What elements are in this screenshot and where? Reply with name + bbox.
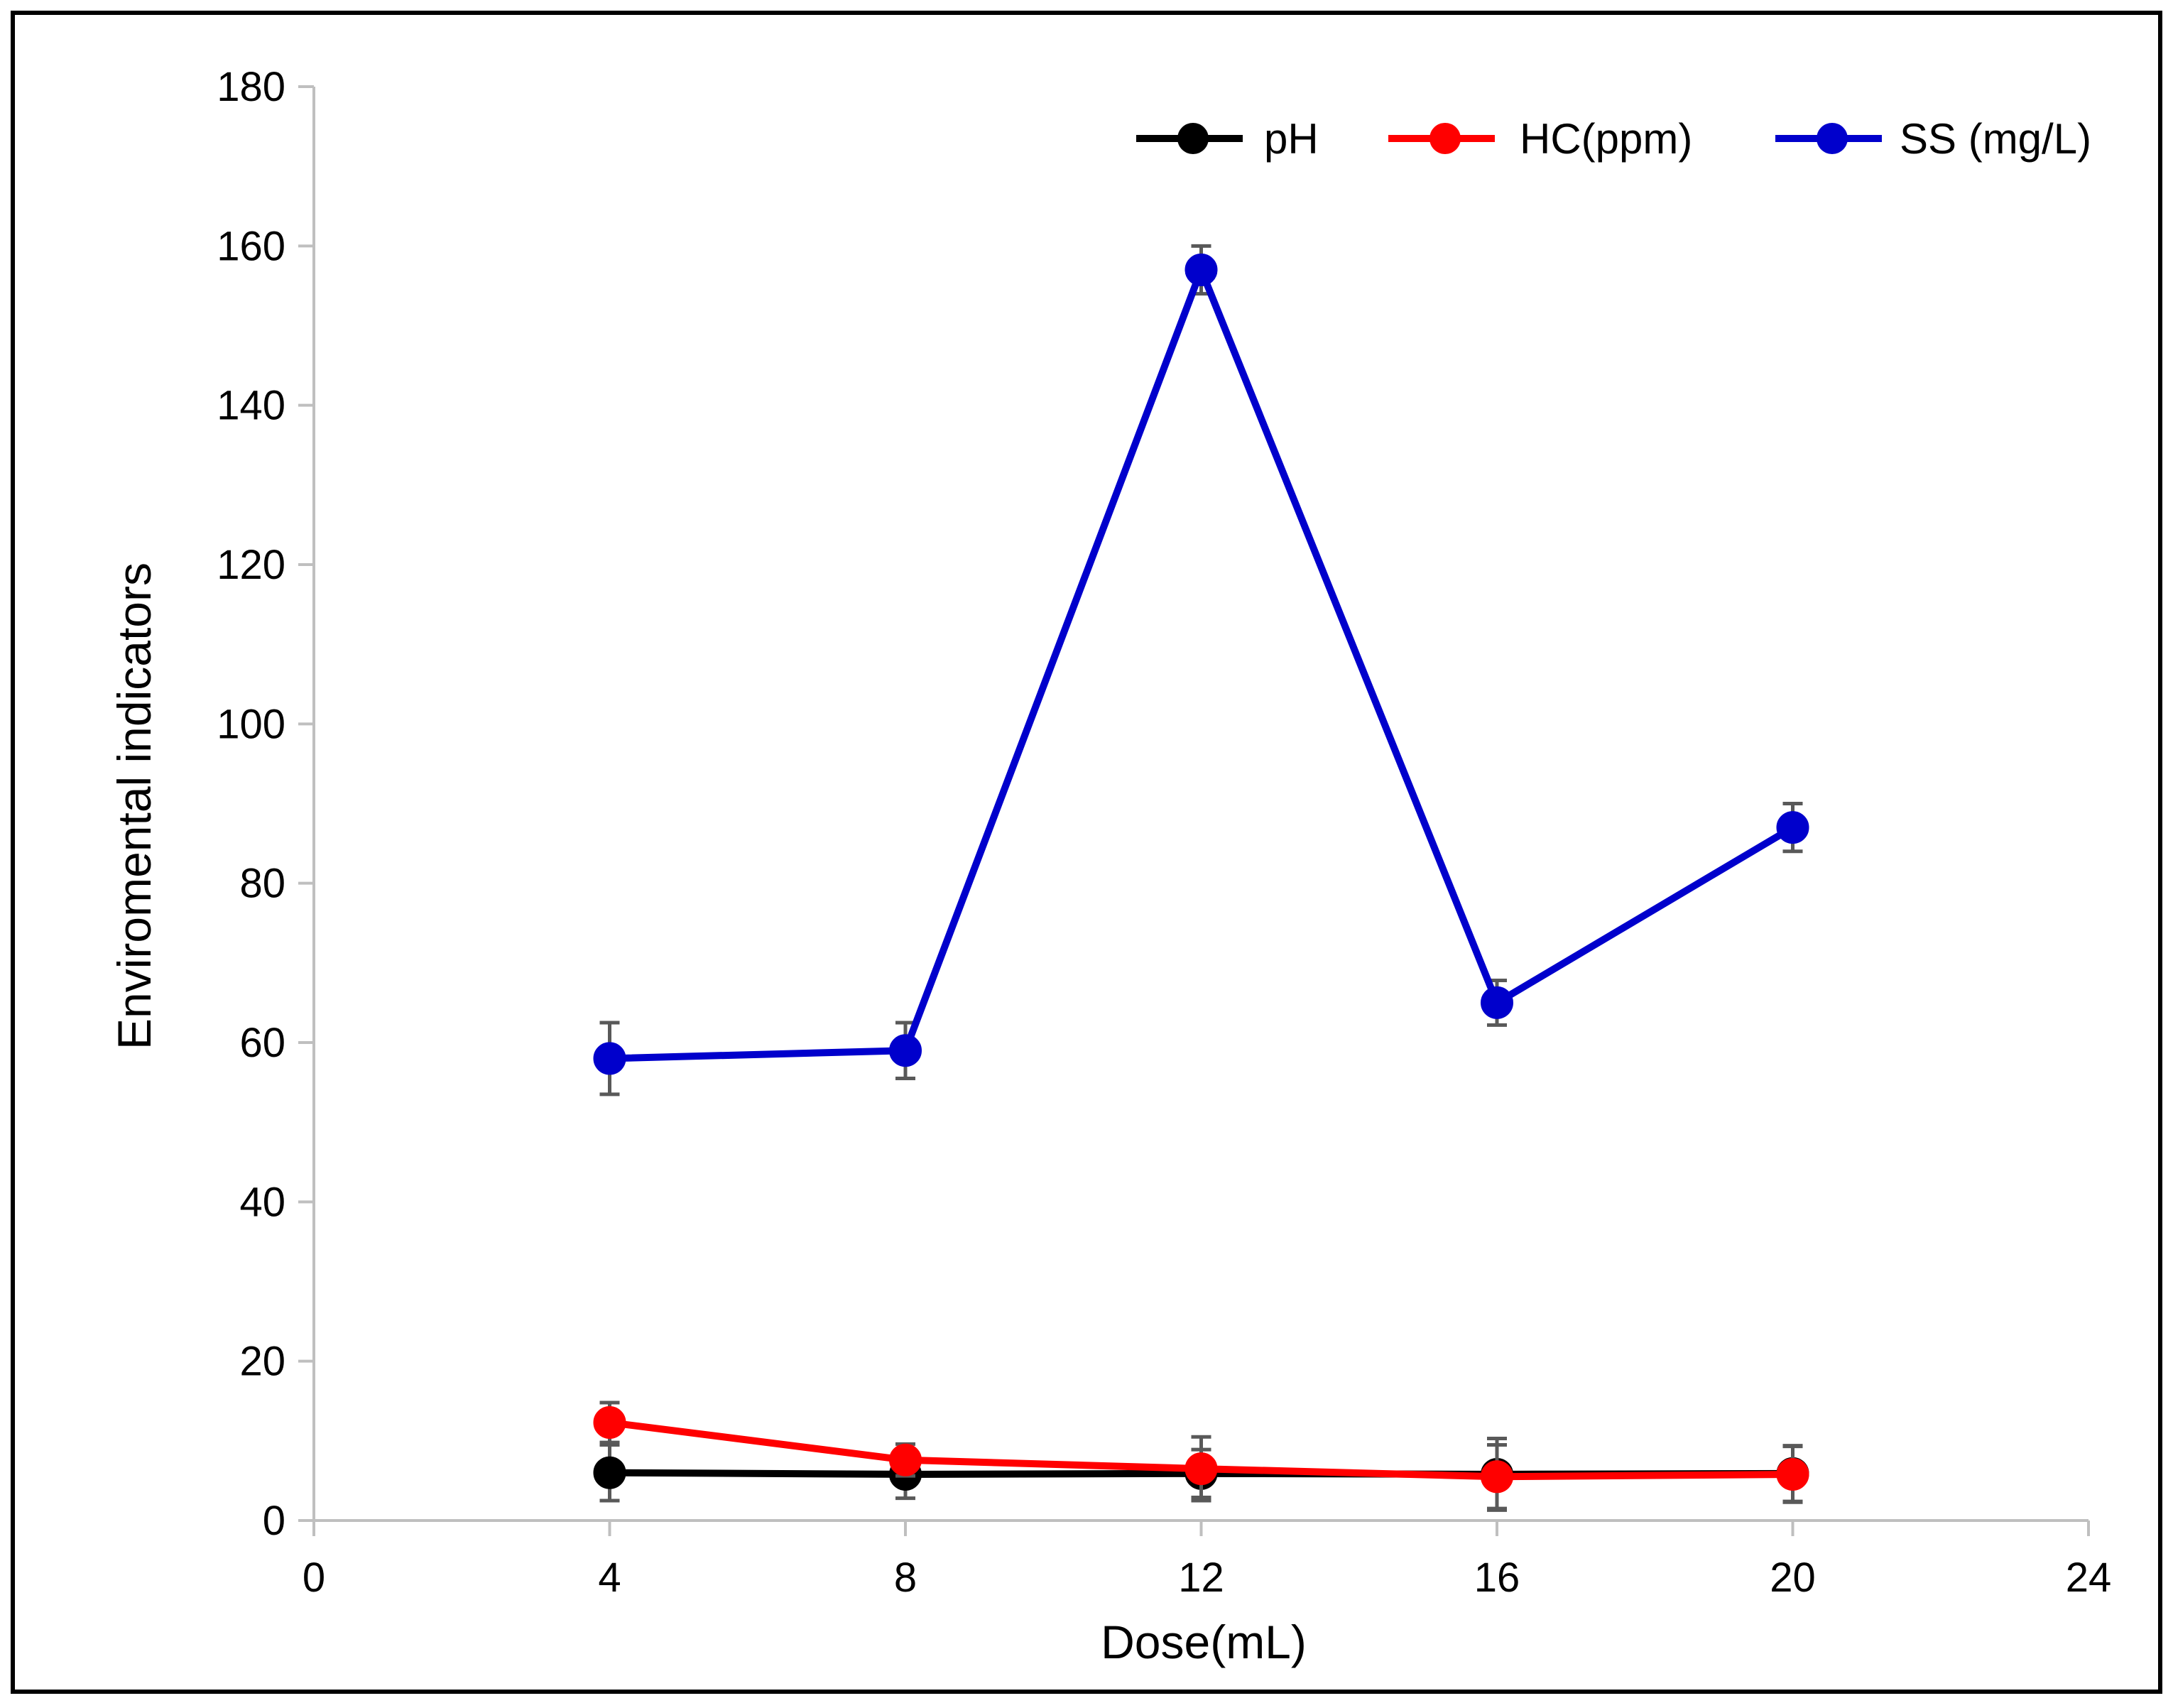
x-tick-label: 0: [303, 1555, 325, 1601]
legend-item-ss-mg-l: SS (mg/L): [1775, 115, 2091, 163]
x-tick-label: 24: [2066, 1555, 2112, 1601]
data-point: [1184, 1452, 1218, 1486]
y-tick-label: 120: [217, 542, 285, 588]
plot-area: [593, 244, 1809, 1512]
y-tick-label: 40: [239, 1179, 285, 1225]
x-tick-label: 12: [1178, 1555, 1224, 1601]
y-tick-label: 60: [239, 1020, 285, 1066]
legend-swatch-marker: [1429, 123, 1461, 154]
legend-label: SS (mg/L): [1900, 115, 2091, 163]
y-axis-title: Enviromental indicators: [108, 562, 160, 1050]
y-tick-label: 160: [217, 223, 285, 269]
data-point: [593, 1456, 626, 1489]
series-hc-ppm: [593, 1400, 1809, 1511]
series-ss-mg-l: [593, 244, 1809, 1097]
x-tick-label: 4: [598, 1555, 621, 1601]
legend-swatch-marker: [1817, 123, 1848, 154]
figure-border: [11, 11, 2162, 1694]
data-point: [1481, 986, 1513, 1019]
data-point: [1184, 253, 1218, 286]
legend-label: pH: [1264, 115, 1319, 163]
legend-item-hc-ppm: HC(ppm): [1388, 115, 1692, 163]
data-point: [593, 1042, 626, 1075]
legend: pH HC(ppm) SS (mg/L): [1136, 115, 2091, 163]
data-point: [1776, 811, 1809, 844]
data-point: [889, 1034, 922, 1067]
y-tick-label: 0: [263, 1498, 285, 1544]
data-point: [889, 1443, 922, 1476]
data-point: [1481, 1460, 1513, 1494]
x-tick-label: 16: [1474, 1555, 1520, 1601]
y-tick-label: 80: [239, 861, 285, 907]
data-point: [593, 1406, 626, 1440]
x-tick-label: 8: [894, 1555, 917, 1601]
legend-label: HC(ppm): [1520, 115, 1692, 163]
y-tick-label: 20: [239, 1339, 285, 1385]
axes: 0 20 40 60 80 100 120 140 160 180 0 4 8 12 16 20 24: [217, 64, 2111, 1601]
y-tick-label: 140: [217, 383, 285, 429]
x-axis-title: Dose(mL): [1101, 1616, 1307, 1668]
data-point: [1776, 1457, 1809, 1491]
x-tick-label: 20: [1770, 1555, 1816, 1601]
y-tick-label: 100: [217, 701, 285, 747]
legend-item-ph: pH: [1136, 115, 1319, 163]
legend-swatch-marker: [1177, 123, 1209, 154]
y-tick-label: 180: [217, 64, 285, 110]
